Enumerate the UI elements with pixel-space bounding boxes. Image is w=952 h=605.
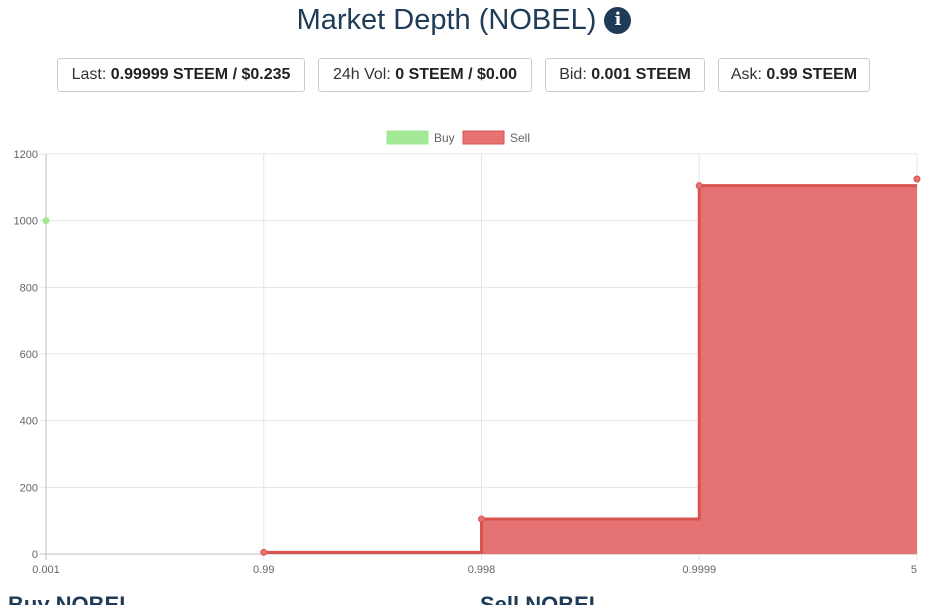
stat-ask-label: Ask: [730, 66, 767, 83]
x-tick-label: 0.998 [468, 564, 496, 576]
legend-buy-swatch [386, 130, 429, 145]
sell-point [478, 515, 485, 523]
sell-point [695, 182, 703, 190]
legend-sell-label: Sell [510, 131, 530, 145]
stat-bid-value: 0.001 STEEM [591, 66, 691, 83]
stat-vol-label: 24h Vol: [332, 66, 396, 83]
sell-line [263, 184, 917, 554]
buy-heading: Buy NOBEL [8, 592, 133, 605]
x-tick-label: 0.001 [32, 564, 60, 576]
stat-bid-label: Bid: [559, 66, 592, 83]
sell-heading: Sell NOBEL [480, 592, 603, 605]
legend-buy-label: Buy [434, 131, 455, 145]
y-tick-label: 200 [20, 482, 38, 494]
y-tick-label: 800 [20, 282, 38, 294]
sell-point [913, 175, 921, 183]
stat-vol-value: 0 STEEM / $0.00 [395, 66, 518, 83]
buy-point [42, 217, 50, 225]
sell-point [260, 548, 268, 556]
y-tick-label: 1200 [14, 149, 38, 161]
x-tick-label: 0.9999 [682, 564, 716, 576]
market-depth-chart: 0 200 400 600 800 1000 1200 0.001 0.99 0.998 0.999… [14, 130, 921, 576]
info-icon[interactable] [604, 7, 632, 34]
y-tick-label: 600 [20, 349, 38, 361]
stat-last-value: 0.99999 STEEM / $0.235 [110, 66, 291, 83]
y-tick-label: 400 [20, 416, 38, 428]
x-tick-label: 5 [911, 564, 917, 576]
stat-last-price: Last: 0.99999 STEEM / $0.235 [57, 58, 305, 92]
stat-ask: Ask: 0.99 STEEM [718, 58, 870, 92]
page-title: Market Depth (NOBEL) [296, 4, 597, 36]
stat-ask-value: 0.99 STEEM [766, 66, 858, 83]
legend-sell-swatch [462, 130, 505, 145]
stat-24h-volume: 24h Vol: 0 STEEM / $0.00 [318, 58, 532, 92]
stat-last-label: Last: [71, 66, 111, 83]
stat-bid: Bid: 0.001 STEEM [545, 58, 705, 92]
title-row: Market Depth (NOBEL) [0, 4, 928, 37]
x-tick-label: 0.99 [253, 564, 274, 576]
y-tick-label: 1000 [14, 216, 38, 228]
sell-area-fill [263, 185, 917, 554]
y-tick-label: 0 [32, 549, 38, 561]
